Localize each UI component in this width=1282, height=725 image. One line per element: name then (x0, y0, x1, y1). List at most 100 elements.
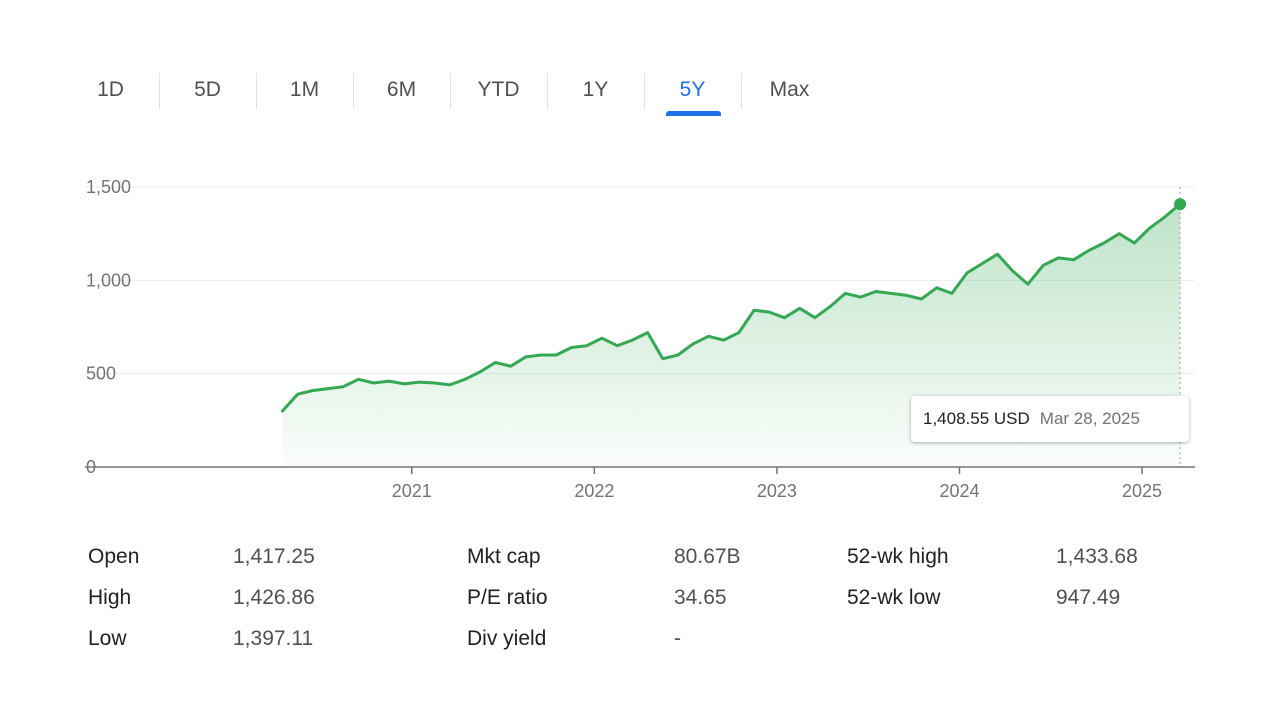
price-point (539, 353, 543, 357)
tab-label: Max (769, 78, 810, 101)
stat-value: 80.67B (674, 545, 741, 568)
price-line (280, 202, 1182, 413)
price-point (1087, 249, 1091, 252)
price-point (585, 344, 588, 347)
x-tick-label: 2025 (1122, 481, 1162, 501)
price-point (1026, 282, 1030, 286)
price-point (722, 338, 725, 342)
current-price-dot (1174, 198, 1187, 211)
tab-label: YTD (477, 78, 520, 101)
y-axis-labels: 0 500 1,000 1,500 (86, 177, 131, 477)
price-point (646, 331, 649, 334)
range-tabs: 1D 5D 1M 6M YTD 1Y 5Y Max (62, 66, 838, 118)
price-point (509, 365, 512, 368)
price-point (281, 409, 284, 413)
price-point (448, 383, 451, 387)
price-point (737, 331, 741, 334)
stat-value: 947.49 (1056, 586, 1121, 609)
stat-label: P/E ratio (467, 586, 548, 609)
price-point (570, 346, 573, 349)
price-point (387, 379, 391, 383)
stat-value: 34.65 (674, 586, 727, 609)
price-point (1133, 241, 1136, 245)
price-line-layer (280, 187, 1187, 467)
price-point (828, 305, 832, 308)
price-point (311, 389, 315, 392)
stat-label: Div yield (467, 627, 547, 650)
price-point (326, 387, 330, 390)
price-point (402, 382, 406, 386)
tab-6m[interactable]: 6M (353, 66, 450, 118)
stat-label: Low (88, 627, 127, 650)
price-point (631, 338, 634, 342)
price-point (798, 307, 801, 310)
price-point (463, 378, 467, 381)
tab-label: 6M (386, 78, 417, 101)
y-tick-label: 1,000 (86, 270, 131, 290)
price-point (981, 262, 984, 265)
tab-label: 1M (289, 78, 320, 101)
tab-label: 5D (194, 78, 221, 101)
price-point (661, 357, 665, 360)
price-point (920, 297, 923, 301)
price-point (1163, 215, 1167, 219)
price-point (859, 295, 862, 299)
price-point (479, 370, 482, 373)
tab-5y[interactable]: 5Y (644, 66, 741, 118)
stat-label: Open (88, 545, 140, 568)
stat-label: Mkt cap (467, 545, 541, 568)
price-point (676, 353, 680, 357)
tooltip-price: 1,408.55 USD (923, 409, 1030, 428)
tab-1y[interactable]: 1Y (547, 66, 644, 118)
price-point (1072, 258, 1075, 261)
price-point (844, 292, 847, 295)
x-axis (85, 466, 1195, 474)
tooltip-date: Mar 28, 2025 (1039, 409, 1140, 428)
price-point (935, 286, 938, 289)
stat-value: 1,417.25 (233, 545, 315, 568)
stat-value: 1,397.11 (233, 627, 314, 650)
price-point (1011, 269, 1014, 273)
price-point (1041, 264, 1045, 267)
price-tooltip: 1,408.55 USD Mar 28, 2025 (911, 396, 1189, 442)
x-tick-label: 2021 (392, 481, 432, 501)
tab-ytd[interactable]: YTD (450, 66, 547, 118)
x-tick-label: 2023 (757, 481, 797, 501)
x-tick-label: 2024 (939, 481, 979, 501)
x-tick-label: 2022 (574, 481, 614, 501)
price-point (494, 361, 497, 364)
tab-1m[interactable]: 1M (256, 66, 353, 118)
stat-value: 1,426.86 (233, 586, 315, 609)
stat-label: 52-wk low (847, 586, 941, 609)
price-point (600, 337, 604, 340)
price-point (1118, 232, 1121, 235)
stat-value: 1,433.68 (1056, 545, 1138, 568)
y-tick-label: 0 (86, 457, 96, 477)
tab-max[interactable]: Max (741, 66, 838, 118)
tab-label: 1Y (582, 78, 609, 101)
price-point (296, 393, 299, 396)
price-point (1148, 226, 1151, 230)
stat-value: - (674, 627, 681, 650)
price-point (996, 253, 999, 256)
price-point (615, 344, 619, 347)
price-point (524, 355, 528, 359)
tab-5d[interactable]: 5D (159, 66, 256, 118)
price-point (357, 378, 360, 381)
price-point (752, 309, 756, 312)
tab-1d[interactable]: 1D (62, 66, 159, 118)
price-point (1057, 256, 1060, 260)
stat-label: 52-wk high (847, 545, 949, 568)
price-point (889, 292, 893, 295)
price-point (783, 316, 786, 319)
tab-label: 1D (97, 78, 124, 101)
price-point (555, 353, 558, 357)
price-point (768, 310, 771, 314)
price-point (905, 294, 908, 297)
y-tick-label: 1,500 (86, 177, 131, 197)
price-point (418, 380, 421, 384)
price-point (950, 292, 954, 295)
price-point (342, 385, 345, 388)
y-tick-label: 500 (86, 364, 116, 384)
